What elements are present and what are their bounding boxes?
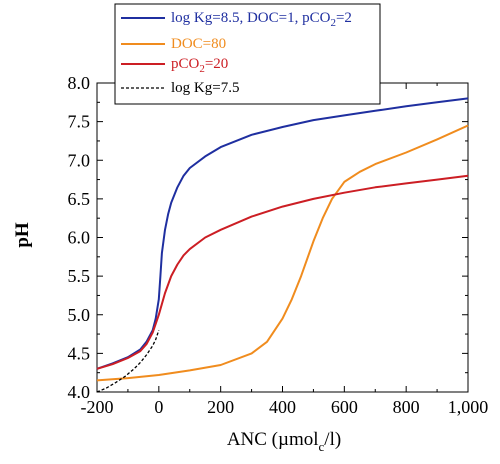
y-tick-label: 7.5 xyxy=(68,112,91,132)
plot-frame xyxy=(96,82,469,393)
x-tick-label: 600 xyxy=(331,397,358,417)
series-line-3 xyxy=(96,329,160,393)
y-tick-label: 4.5 xyxy=(68,343,91,363)
x-tick-label: 0 xyxy=(154,397,163,417)
y-tick-label: 5.0 xyxy=(68,305,91,325)
x-tick-label: 400 xyxy=(269,397,296,417)
series-line-2 xyxy=(96,174,469,370)
x-tick-label: 200 xyxy=(207,397,234,417)
legend-label-0: log Kg=8.5, DOC=1, pCO2=2 xyxy=(171,10,352,29)
y-tick-label: 6.5 xyxy=(68,189,91,209)
data-curves xyxy=(96,97,469,393)
x-tick-label: -200 xyxy=(81,397,114,417)
legend-box xyxy=(114,3,381,105)
x-axis-label: ANC (µmolc/l) xyxy=(227,429,341,454)
y-axis-label: pH xyxy=(12,222,33,248)
legend-label-3: log Kg=7.5 xyxy=(171,80,239,96)
y-tick-label: 7.0 xyxy=(68,150,91,170)
y-tick-label: 8.0 xyxy=(68,73,91,93)
y-tick-label: 4.0 xyxy=(68,382,91,402)
plot-border xyxy=(96,82,469,393)
series-line-1 xyxy=(96,124,469,382)
y-axis-ticks: 4.0 4.5 5.0 5.5 6.0 6.5 7.0 7.5 8.0 xyxy=(68,73,468,402)
x-tick-label: 1,000 xyxy=(448,397,489,417)
y-tick-label: 5.5 xyxy=(68,266,91,286)
series-line-0 xyxy=(96,97,469,370)
legend-label-2: pCO2=20 xyxy=(171,56,228,75)
legend-label-1: DOC=80 xyxy=(171,36,226,52)
y-tick-label: 6.0 xyxy=(68,228,91,248)
legend: log Kg=8.5, DOC=1, pCO2=2 DOC=80 pCO2=20 lo… xyxy=(114,3,381,105)
x-axis-ticks: -200 0 200 400 600 800 1,000 xyxy=(81,83,489,417)
x-tick-label: 800 xyxy=(393,397,420,417)
